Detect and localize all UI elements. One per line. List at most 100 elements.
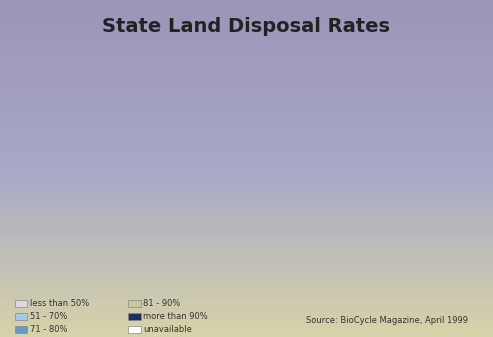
Bar [0,303,493,307]
Bar [0,64,493,67]
Bar [0,209,493,212]
Bar [0,297,493,300]
Bar [0,280,493,283]
Bar [0,243,493,246]
Bar [0,179,493,182]
Bar [0,327,493,330]
Bar [0,81,493,84]
Bar [0,293,493,297]
Bar [0,219,493,222]
Bar [0,30,493,34]
Bar [0,313,493,317]
Bar [0,104,493,108]
Bar [0,7,493,10]
Bar [0,222,493,226]
Bar [0,67,493,71]
Bar [0,206,493,209]
Bar [0,195,493,199]
Bar [0,37,493,40]
Bar [0,57,493,61]
Bar [0,320,493,324]
Bar [0,40,493,44]
Text: Source: BioCycle Magazine, April 1999: Source: BioCycle Magazine, April 1999 [306,316,468,325]
Bar [0,199,493,202]
Bar [0,172,493,175]
Bar [0,202,493,206]
Bar [0,239,493,243]
Bar [0,3,493,7]
Bar [0,256,493,259]
Bar [0,115,493,118]
Text: 81 - 90%: 81 - 90% [143,299,180,308]
Bar [0,145,493,148]
Bar [0,307,493,310]
Bar [0,13,493,17]
Bar [0,0,493,3]
Bar [0,10,493,13]
Bar [0,138,493,142]
Bar [0,17,493,20]
Bar [0,74,493,78]
Bar [0,253,493,256]
Bar [0,249,493,253]
Bar [0,263,493,266]
Bar [0,128,493,131]
Bar [0,135,493,138]
Bar [0,192,493,195]
Bar [0,20,493,24]
Text: less than 50%: less than 50% [30,299,89,308]
Bar [0,246,493,249]
Bar [0,78,493,81]
Bar [0,111,493,115]
Bar [0,142,493,145]
Bar [0,101,493,104]
Bar [0,276,493,280]
Text: unavailable: unavailable [143,325,192,334]
Bar [0,236,493,239]
Bar [0,317,493,320]
Bar [0,61,493,64]
Bar [0,300,493,303]
Bar [0,71,493,74]
Bar [0,330,493,334]
Bar [0,168,493,172]
Text: more than 90%: more than 90% [143,312,208,321]
Bar [0,91,493,94]
Bar [0,118,493,121]
Bar [0,273,493,276]
Bar [0,182,493,185]
Bar [0,259,493,263]
Bar [0,148,493,152]
Bar [0,158,493,162]
Bar [0,283,493,286]
Bar [0,94,493,98]
Bar [0,162,493,165]
Bar [0,175,493,179]
Bar [0,233,493,236]
Bar [0,47,493,51]
Bar [0,84,493,88]
Bar [0,266,493,270]
Bar [0,165,493,168]
Bar [0,229,493,233]
Bar [0,270,493,273]
Bar [0,310,493,313]
Bar [0,34,493,37]
Bar [0,324,493,327]
Bar [0,290,493,293]
Bar [0,155,493,158]
Text: 71 - 80%: 71 - 80% [30,325,67,334]
Bar [0,108,493,111]
Bar [0,216,493,219]
Bar [0,226,493,229]
Bar [0,88,493,91]
Bar [0,98,493,101]
Bar [0,212,493,216]
Bar [0,131,493,135]
Bar [0,27,493,30]
Text: 51 - 70%: 51 - 70% [30,312,67,321]
Bar [0,51,493,54]
Bar [0,44,493,47]
Bar [0,334,493,337]
Text: State Land Disposal Rates: State Land Disposal Rates [103,17,390,36]
